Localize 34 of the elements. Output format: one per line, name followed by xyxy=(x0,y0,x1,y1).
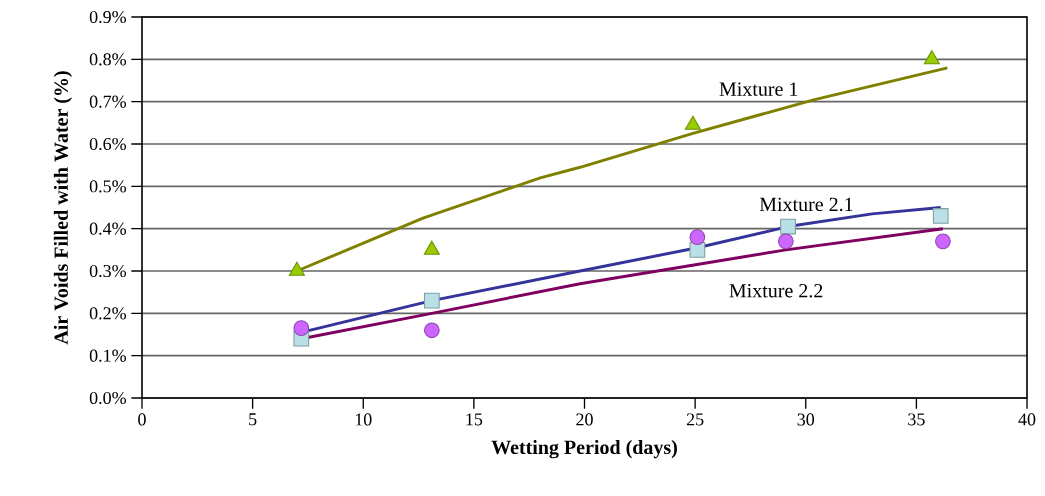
x-tick-label: 15 xyxy=(466,413,483,426)
x-axis-title: Wetting Period (days) xyxy=(491,440,677,459)
y-tick-label: 0.7% xyxy=(89,95,127,108)
series-label: Mixture 2.2 xyxy=(729,284,823,298)
point xyxy=(923,50,940,65)
point xyxy=(935,233,951,250)
point xyxy=(423,322,440,339)
x-tick-label: 25 xyxy=(686,413,704,426)
point xyxy=(423,292,440,309)
x-tick-label: 5 xyxy=(249,413,257,426)
point xyxy=(777,233,794,250)
series-label: Mixture 2.1 xyxy=(759,197,853,212)
y-tick-label: 0.0% xyxy=(89,391,127,405)
point xyxy=(293,320,310,337)
x-tick-label: 40 xyxy=(1018,413,1036,426)
y-tick-label: 0.5% xyxy=(89,180,127,193)
y-tick-label: 0.6% xyxy=(89,137,127,151)
y-axis-title: Air Voids Filled with Water (%) xyxy=(53,71,72,345)
x-tick-label: 0 xyxy=(138,413,146,426)
y-tick-label: 0.2% xyxy=(89,307,127,320)
x-tick-label: 30 xyxy=(797,413,815,426)
point xyxy=(689,229,706,246)
y-tick-label: 0.3% xyxy=(89,264,127,278)
point xyxy=(780,218,796,235)
x-tick-label: 20 xyxy=(576,413,593,426)
series-label: Mixture 1 xyxy=(719,82,798,96)
y-tick-label: 0.4% xyxy=(89,222,127,235)
y-tick-label: 0.8% xyxy=(89,53,127,66)
y-tick-label: 0.9% xyxy=(89,10,127,24)
x-tick-label: 35 xyxy=(908,413,925,426)
point xyxy=(684,115,701,130)
point xyxy=(932,208,949,224)
x-tick-label: 10 xyxy=(355,413,372,426)
y-tick-label: 0.1% xyxy=(89,349,127,362)
